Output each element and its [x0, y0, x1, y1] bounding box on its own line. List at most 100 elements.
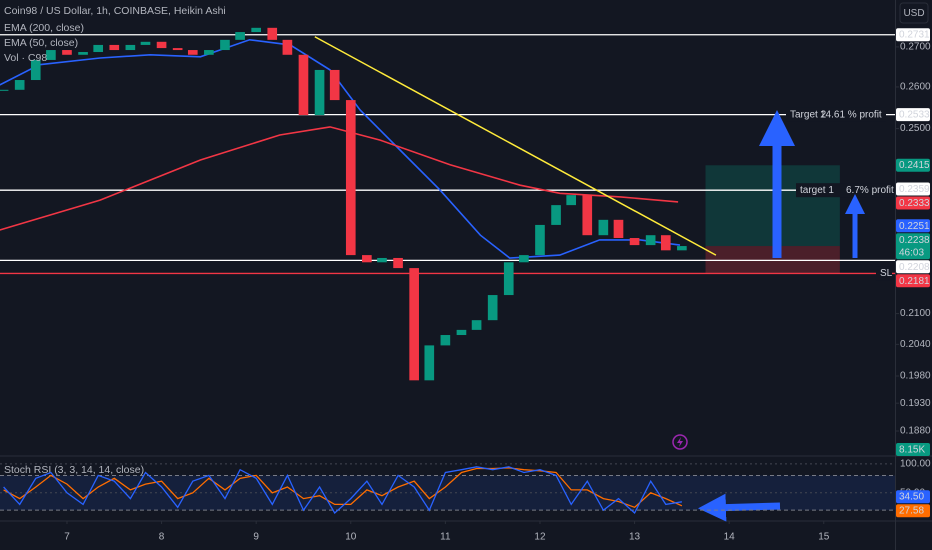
symbol-title: Coin98 / US Dollar, 1h, COINBASE, Heikin…	[4, 5, 226, 17]
price-badge	[896, 158, 930, 172]
candle	[629, 238, 640, 246]
countdown: 46:03	[899, 247, 924, 258]
x-tick-label: 7	[64, 532, 70, 543]
candle	[235, 32, 245, 40]
candle	[677, 246, 687, 251]
y-tick-label: 0.2700	[900, 42, 931, 53]
currency[interactable]: USD	[903, 8, 924, 19]
candle	[204, 50, 214, 55]
event-icon-bolt	[677, 437, 683, 447]
price-badge-label: 0.2415	[899, 160, 930, 171]
candle	[535, 224, 545, 256]
candle	[0, 89, 9, 91]
candle	[598, 219, 609, 236]
candle	[471, 320, 482, 330]
x-tick-label: 9	[253, 532, 259, 543]
price-badge	[896, 28, 930, 42]
price-badge-label: 0.2181	[899, 276, 930, 287]
event-icon[interactable]	[672, 434, 688, 450]
ema-line	[0, 126, 679, 231]
candle	[582, 195, 593, 236]
candle	[46, 50, 56, 60]
level-label: target 1	[800, 185, 834, 196]
candle	[251, 27, 261, 33]
price-badge-label: 0.2251	[899, 221, 930, 232]
price-badge-label: 0.2333	[899, 198, 930, 209]
y-tick-label: 0.2600	[900, 82, 931, 93]
price-badge	[896, 490, 930, 504]
price-badge	[896, 233, 930, 260]
candle	[393, 257, 403, 269]
candle	[78, 52, 88, 55]
stoch-title: Stoch RSI (3, 3, 14, 14, close)	[4, 464, 144, 476]
level-label-bg	[786, 107, 886, 122]
price-badge	[896, 219, 930, 233]
x-tick-label: 11	[440, 532, 451, 543]
candle	[377, 257, 387, 263]
price-badge	[896, 108, 930, 122]
candle	[187, 50, 198, 55]
candle	[424, 345, 435, 381]
level-note: 14.61 % profit	[820, 109, 882, 120]
candle	[660, 235, 671, 251]
indicator-label: EMA (200, close)	[4, 22, 84, 34]
candle	[362, 255, 372, 263]
candle	[314, 69, 325, 116]
arrow-left	[698, 493, 781, 522]
indicator-label: EMA (50, close)	[4, 37, 78, 49]
candle	[551, 205, 561, 225]
price-badge-label: 0.2731	[899, 30, 930, 41]
x-tick-label: 12	[534, 532, 546, 543]
volume-badge-label: 8.15K	[899, 444, 925, 455]
candle	[440, 335, 451, 346]
candle	[645, 235, 656, 246]
y-tick-label: 0.1880	[900, 426, 931, 437]
candle	[14, 80, 25, 90]
level-label: SL	[880, 268, 893, 279]
level-label-bg	[796, 183, 896, 198]
candle	[613, 219, 624, 239]
y-tick-label: 0.2040	[900, 339, 931, 350]
x-tick-label: 13	[629, 532, 641, 543]
price-badge-label: 0.2208	[899, 262, 930, 273]
candle	[345, 100, 356, 256]
candle	[62, 50, 72, 55]
stoch-k	[3, 466, 683, 515]
candle	[109, 44, 120, 51]
price-badge-label: 0.2238	[899, 235, 930, 246]
candle	[329, 69, 340, 101]
candle	[298, 54, 309, 116]
candle	[282, 39, 293, 55]
x-tick-label: 8	[159, 532, 165, 543]
price-badge-label: 0.2533	[899, 110, 930, 121]
x-tick-label: 14	[724, 532, 736, 543]
price-badge-label: 27.58	[899, 506, 924, 517]
candle	[172, 48, 183, 51]
price-badge	[896, 260, 930, 274]
level-label: Target 2	[790, 109, 827, 120]
x-tick-label: 15	[818, 532, 830, 543]
candle	[487, 295, 498, 321]
ema-line	[0, 38, 681, 259]
candle	[220, 39, 230, 51]
stoch-d	[3, 467, 683, 509]
currency-button[interactable]	[899, 2, 929, 24]
candle	[30, 59, 41, 81]
price-badge	[896, 504, 930, 518]
candle	[267, 27, 278, 40]
y-tick-label: 0.1930	[900, 398, 931, 409]
trendline	[314, 36, 717, 256]
price-badge	[896, 182, 930, 196]
price-badge	[896, 274, 930, 288]
candle	[456, 329, 467, 336]
stoch-tick-label: 100.00	[900, 459, 931, 470]
indicator-label: Vol · C98	[4, 52, 47, 64]
y-tick-label: 0.2500	[900, 123, 931, 134]
plot-area: Target 214.61 % profit target 1 6.7% profi…	[0, 27, 896, 381]
y-tick-label: 0.1980	[900, 371, 931, 382]
candle	[125, 44, 136, 51]
price-badge	[896, 196, 930, 210]
candle	[156, 41, 167, 49]
volume-badge	[896, 443, 930, 456]
